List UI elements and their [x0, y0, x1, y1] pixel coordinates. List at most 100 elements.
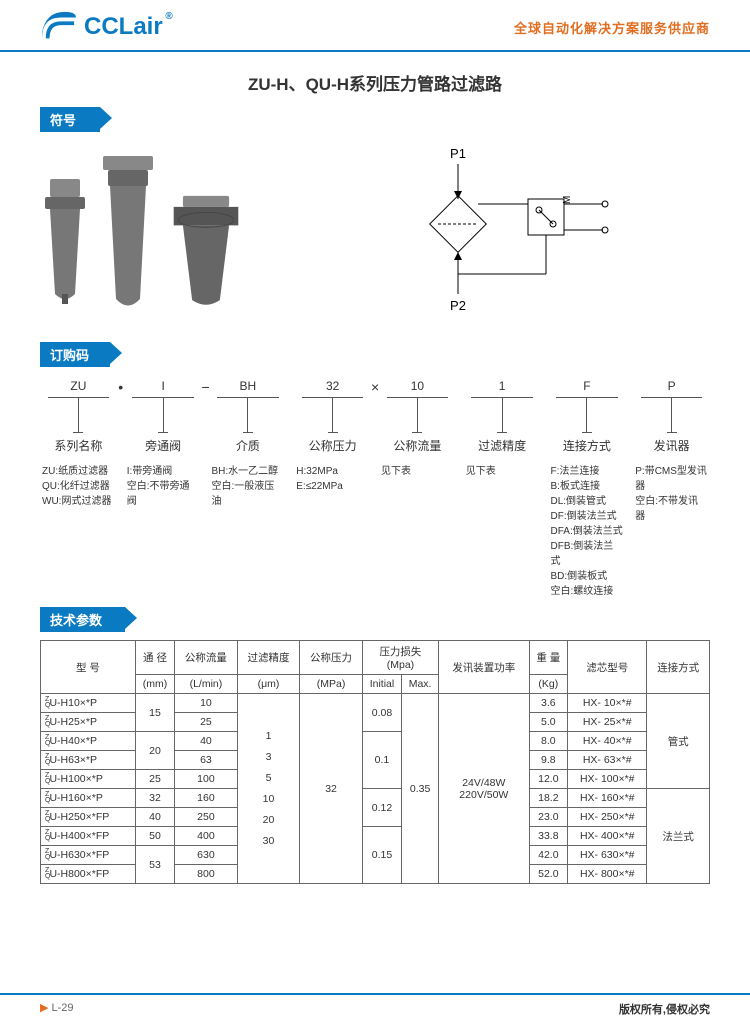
diagram-p1: P1 [450, 146, 466, 161]
cell-cartridge: HX- 63×*# [568, 751, 647, 770]
table-header-row: 型 号 通 径 公称流量 过滤精度 公称压力 压力损失(Mpa) 发讯装置功率 … [41, 641, 710, 675]
th-loss-unit: (Mpa) [387, 659, 414, 671]
oc-desc-6: F:法兰连接 B:板式连接 DL:倒装管式 DF:倒装法兰式 DFA:倒装法兰式… [549, 464, 626, 599]
triangle-icon: ▶ [40, 1002, 48, 1014]
cell-weight: 18.2 [529, 789, 568, 808]
oc-val-1: I [125, 379, 202, 393]
symbol-row: P1 P2 M [0, 132, 750, 342]
th-precision-unit: (μm) [237, 675, 300, 694]
cell-model: ZQU-H400×*FP [41, 827, 136, 846]
oc-sep-1: • [117, 379, 125, 599]
diagram-p2: P2 [450, 298, 466, 313]
diagram-m: M [562, 196, 573, 204]
table-row: ZQU-H10×*P15101 3 5 10 20 30320.080.3524… [41, 694, 710, 713]
th-pressure: 公称压力 [300, 641, 363, 675]
cell-model: ZQU-H25×*P [41, 713, 136, 732]
cell-model: ZQU-H40×*P [41, 732, 136, 751]
cell-cartridge: HX- 160×*# [568, 789, 647, 808]
filter-image-1 [40, 174, 90, 314]
cell-dia: 50 [135, 827, 174, 846]
page-footer: ▶ L-29 版权所有,侵权必究 [0, 993, 750, 1017]
oc-label-2: 介质 [210, 437, 287, 454]
oc-desc-4: 见下表 [379, 464, 456, 479]
logo: CCLair ® [40, 10, 163, 44]
tagline: 全球自动化解决方案服务供应商 [514, 18, 710, 37]
th-model: 型 号 [41, 641, 136, 694]
page-title: ZU-H、QU-H系列压力管路过滤路 [0, 70, 750, 95]
page-header: CCLair ® 全球自动化解决方案服务供应商 [0, 0, 750, 52]
th-flow: 公称流量 [175, 641, 238, 675]
page-num-text: L-29 [52, 1002, 74, 1014]
cell-weight: 23.0 [529, 808, 568, 827]
th-cartridge: 滤芯型号 [568, 641, 647, 694]
oc-desc-5: 见下表 [464, 464, 541, 479]
cell-model: ZQU-H100×*P [41, 770, 136, 789]
cell-weight: 8.0 [529, 732, 568, 751]
cell-dia: 40 [135, 808, 174, 827]
cell-flow: 250 [175, 808, 238, 827]
oc-sep-7 [625, 379, 633, 599]
th-weight-unit: (Kg) [529, 675, 568, 694]
cell-weight: 5.0 [529, 713, 568, 732]
oc-desc-2: BH:水一乙二醇 空白:一般液压油 [210, 464, 287, 509]
cell-dia: 32 [135, 789, 174, 808]
cell-model: ZQU-H800×*FP [41, 865, 136, 884]
logo-label: CCLair [84, 13, 163, 40]
oc-desc-7: P:带CMS型发讯器 空白:不带发讯器 [633, 464, 710, 524]
th-diameter: 通 径 [135, 641, 174, 675]
th-diameter-unit: (mm) [135, 675, 174, 694]
cell-flow: 400 [175, 827, 238, 846]
cell-pressure: 32 [300, 694, 363, 884]
th-loss: 压力损失 [379, 646, 421, 658]
cell-model: ZQU-H63×*P [41, 751, 136, 770]
oc-sep-3 [286, 379, 294, 599]
cell-loss-i: 0.15 [362, 827, 401, 884]
cell-cartridge: HX- 630×*# [568, 846, 647, 865]
oc-val-4: 10 [379, 379, 456, 393]
cell-weight: 3.6 [529, 694, 568, 713]
oc-label-6: 连接方式 [549, 437, 626, 454]
oc-sep-2: − [202, 379, 210, 599]
oc-sep-4: × [371, 379, 379, 599]
cell-model: ZQU-H160×*P [41, 789, 136, 808]
oc-val-3: 32 [294, 379, 371, 393]
page-number: ▶ L-29 [40, 1001, 74, 1017]
oc-val-5: 1 [464, 379, 541, 393]
cell-cartridge: HX- 40×*# [568, 732, 647, 751]
order-code-block: ZU系列名称ZU:纸质过滤器 QU:化纤过滤器 WU:网式过滤器 • I旁通阀I… [0, 367, 750, 607]
cell-flow: 160 [175, 789, 238, 808]
logo-text: CCLair ® [84, 13, 163, 41]
oc-val-0: ZU [40, 379, 117, 393]
cell-weight: 12.0 [529, 770, 568, 789]
oc-sep-5 [456, 379, 464, 599]
cell-weight: 42.0 [529, 846, 568, 865]
cell-flow: 25 [175, 713, 238, 732]
th-connection: 连接方式 [647, 641, 710, 694]
oc-val-2: BH [210, 379, 287, 393]
cell-cartridge: HX- 400×*# [568, 827, 647, 846]
oc-label-1: 旁通阀 [125, 437, 202, 454]
cell-dia: 15 [135, 694, 174, 732]
section-order-header: 订购码 [40, 342, 110, 367]
th-precision: 过滤精度 [237, 641, 300, 675]
section-symbol-header: 符号 [40, 107, 100, 132]
logo-icon [40, 10, 78, 44]
th-loss-init: Initial [362, 675, 401, 694]
cell-cartridge: HX- 100×*# [568, 770, 647, 789]
cell-flow: 630 [175, 846, 238, 865]
th-power: 发讯装置功率 [439, 641, 530, 694]
cell-loss-max: 0.35 [402, 694, 439, 884]
th-pressure-unit: (MPa) [300, 675, 363, 694]
registered-mark: ® [165, 11, 172, 22]
spec-table: 型 号 通 径 公称流量 过滤精度 公称压力 压力损失(Mpa) 发讯装置功率 … [40, 640, 710, 884]
cell-weight: 9.8 [529, 751, 568, 770]
filter-image-2 [98, 154, 158, 314]
cell-model: ZQU-H10×*P [41, 694, 136, 713]
oc-val-6: F [549, 379, 626, 393]
oc-label-0: 系列名称 [40, 437, 117, 454]
cell-conn: 管式 [647, 694, 710, 789]
oc-desc-0: ZU:纸质过滤器 QU:化纤过滤器 WU:网式过滤器 [40, 464, 117, 509]
table-row: ZQU-H400×*FP504000.1533.8HX- 400×*# [41, 827, 710, 846]
cell-power: 24V/48W 220V/50W [439, 694, 530, 884]
product-images [40, 154, 246, 314]
